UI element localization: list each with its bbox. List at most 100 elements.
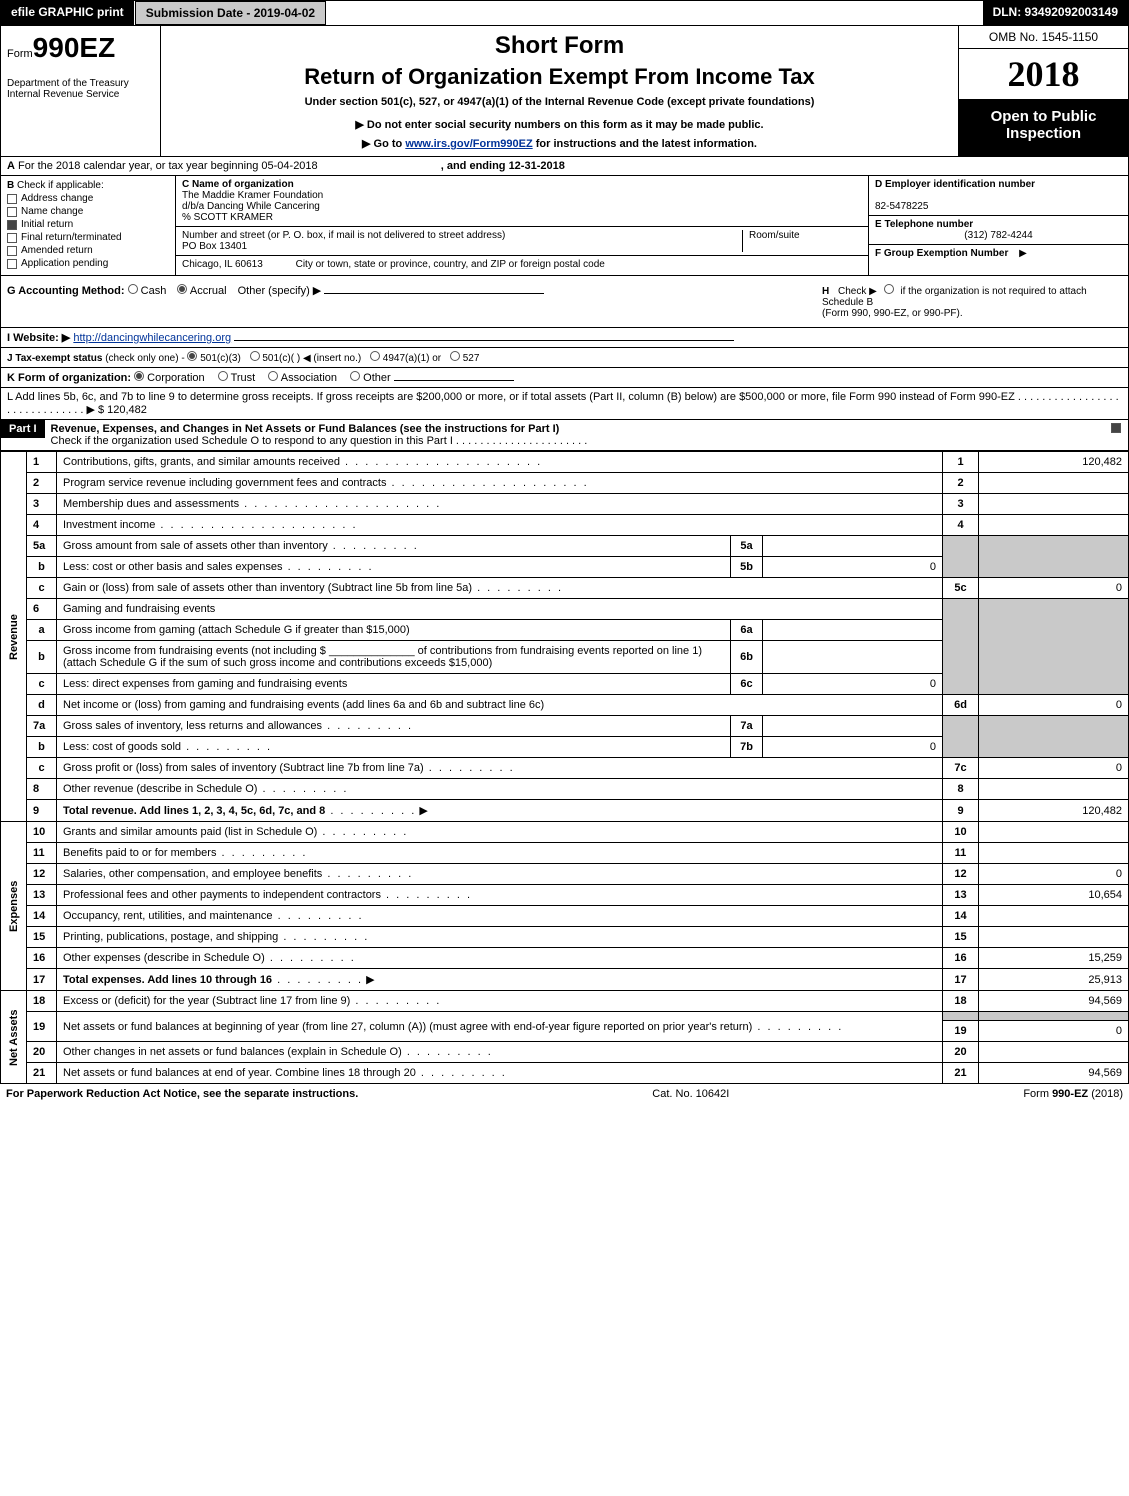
lbl-corp: Corporation xyxy=(147,372,204,384)
ein-value: 82-5478225 xyxy=(875,201,928,212)
l1-num: 1 xyxy=(27,452,57,473)
l1-box: 1 xyxy=(943,452,979,473)
page-footer: For Paperwork Reduction Act Notice, see … xyxy=(0,1084,1129,1104)
l21-box: 21 xyxy=(943,1063,979,1084)
row-j: J Tax-exempt status (check only one) - 5… xyxy=(0,348,1129,368)
l5c-amt: 0 xyxy=(979,578,1129,599)
radio-accrual[interactable] xyxy=(177,284,187,294)
efile-print-button[interactable]: efile GRAPHIC print xyxy=(1,1,135,25)
l17-text: Total expenses. Add lines 10 through 16 xyxy=(63,974,272,986)
l7b-mini: 7b xyxy=(731,737,763,758)
header-right: OMB No. 1545-1150 2018 Open to Public In… xyxy=(958,26,1128,156)
side-netassets: Net Assets xyxy=(1,991,27,1084)
chk-final-return[interactable] xyxy=(7,233,17,243)
l19-num: 19 xyxy=(27,1012,57,1042)
radio-assoc[interactable] xyxy=(268,371,278,381)
d-block: D Employer identification number 82-5478… xyxy=(869,176,1128,216)
part-1-checkbox[interactable] xyxy=(1111,423,1121,433)
l15-amt xyxy=(979,927,1129,948)
l5a-num: 5a xyxy=(27,536,57,557)
goto-prefix: ▶ Go to xyxy=(362,138,405,150)
row-a-text1: For the 2018 calendar year, or tax year … xyxy=(18,160,318,172)
radio-corp[interactable] xyxy=(134,371,144,381)
l21-text: Net assets or fund balances at end of ye… xyxy=(57,1063,943,1084)
chk-address-change[interactable] xyxy=(7,194,17,204)
l21-num: 21 xyxy=(27,1063,57,1084)
chk-name-change[interactable] xyxy=(7,207,17,217)
radio-trust[interactable] xyxy=(218,371,228,381)
website-link[interactable]: http://dancingwhilecancering.org xyxy=(73,332,231,344)
l14-num: 14 xyxy=(27,906,57,927)
other-specify-input[interactable] xyxy=(324,293,544,294)
h-text2: (Form 990, 990-EZ, or 990-PF). xyxy=(822,308,963,319)
g-label: G Accounting Method: xyxy=(7,285,125,297)
row-h: H Check ▶ if the organization is not req… xyxy=(822,284,1122,319)
lbl-accrual: Accrual xyxy=(190,285,227,297)
l14-text: Occupancy, rent, utilities, and maintena… xyxy=(57,906,943,927)
l6a-num: a xyxy=(27,620,57,641)
radio-501c3[interactable] xyxy=(187,351,197,361)
chk-amended-return[interactable] xyxy=(7,246,17,256)
h-check-label: Check ▶ xyxy=(838,286,877,297)
l2-box: 2 xyxy=(943,473,979,494)
l10-text: Grants and similar amounts paid (list in… xyxy=(57,822,943,843)
l12-num: 12 xyxy=(27,864,57,885)
l2-num: 2 xyxy=(27,473,57,494)
l6b-text: Gross income from fundraising events (no… xyxy=(57,641,731,674)
lbl-trust: Trust xyxy=(231,372,256,384)
lbl-501c: 501(c)( ) xyxy=(262,353,300,364)
l8-box: 8 xyxy=(943,779,979,800)
l6d-amt: 0 xyxy=(979,695,1129,716)
row-l: L Add lines 5b, 6c, and 7b to line 9 to … xyxy=(0,388,1129,420)
l19-text: Net assets or fund balances at beginning… xyxy=(57,1012,943,1042)
l13-num: 13 xyxy=(27,885,57,906)
return-title: Return of Organization Exempt From Incom… xyxy=(167,64,952,90)
l8-text: Other revenue (describe in Schedule O) xyxy=(57,779,943,800)
part-1-sub: Check if the organization used Schedule … xyxy=(51,435,588,447)
check-if-label: Check if applicable: xyxy=(17,180,104,191)
l6-num: 6 xyxy=(27,599,57,620)
l18-text: Excess or (deficit) for the year (Subtra… xyxy=(57,991,943,1012)
short-form-title: Short Form xyxy=(167,32,952,60)
l-text: L Add lines 5b, 6c, and 7b to line 9 to … xyxy=(7,391,1119,416)
phone-value: (312) 782-4244 xyxy=(875,230,1122,241)
l16-num: 16 xyxy=(27,948,57,969)
l6a-text: Gross income from gaming (attach Schedul… xyxy=(57,620,731,641)
l12-box: 12 xyxy=(943,864,979,885)
l8-num: 8 xyxy=(27,779,57,800)
l13-text: Professional fees and other payments to … xyxy=(57,885,943,906)
l5b-mini: 5b xyxy=(731,557,763,578)
l7b-text: Less: cost of goods sold xyxy=(57,737,731,758)
h-checkbox[interactable] xyxy=(884,284,894,294)
l7c-num: c xyxy=(27,758,57,779)
section-b: B Check if applicable: Address change Na… xyxy=(0,176,1129,276)
radio-cash[interactable] xyxy=(128,284,138,294)
l5a-mini: 5a xyxy=(731,536,763,557)
l19-shade xyxy=(943,1012,979,1021)
side-revenue: Revenue xyxy=(1,452,27,822)
radio-527[interactable] xyxy=(450,351,460,361)
l6c-mamt: 0 xyxy=(763,674,943,695)
radio-4947[interactable] xyxy=(370,351,380,361)
l6d-box: 6d xyxy=(943,695,979,716)
goto-link[interactable]: www.irs.gov/Form990EZ xyxy=(405,138,532,150)
l2-amt xyxy=(979,473,1129,494)
under-section: Under section 501(c), 527, or 4947(a)(1)… xyxy=(167,96,952,108)
l4-num: 4 xyxy=(27,515,57,536)
l17-text-cell: Total expenses. Add lines 10 through 16 … xyxy=(57,969,943,991)
chk-application-pending[interactable] xyxy=(7,259,17,269)
l17-num: 17 xyxy=(27,969,57,991)
form-prefix: Form xyxy=(7,48,33,60)
city-block: Chicago, IL 60613 City or town, state or… xyxy=(176,256,868,273)
header-center: Short Form Return of Organization Exempt… xyxy=(161,26,958,156)
radio-other[interactable] xyxy=(350,371,360,381)
chk-initial-return[interactable] xyxy=(7,220,17,230)
k-other-input[interactable] xyxy=(394,380,514,381)
l9-box: 9 xyxy=(943,800,979,822)
l11-text: Benefits paid to or for members xyxy=(57,843,943,864)
lbl-other: Other xyxy=(363,372,391,384)
l6c-num: c xyxy=(27,674,57,695)
l7a-mini: 7a xyxy=(731,716,763,737)
radio-501c[interactable] xyxy=(250,351,260,361)
goto-suffix: for instructions and the latest informat… xyxy=(533,138,757,150)
